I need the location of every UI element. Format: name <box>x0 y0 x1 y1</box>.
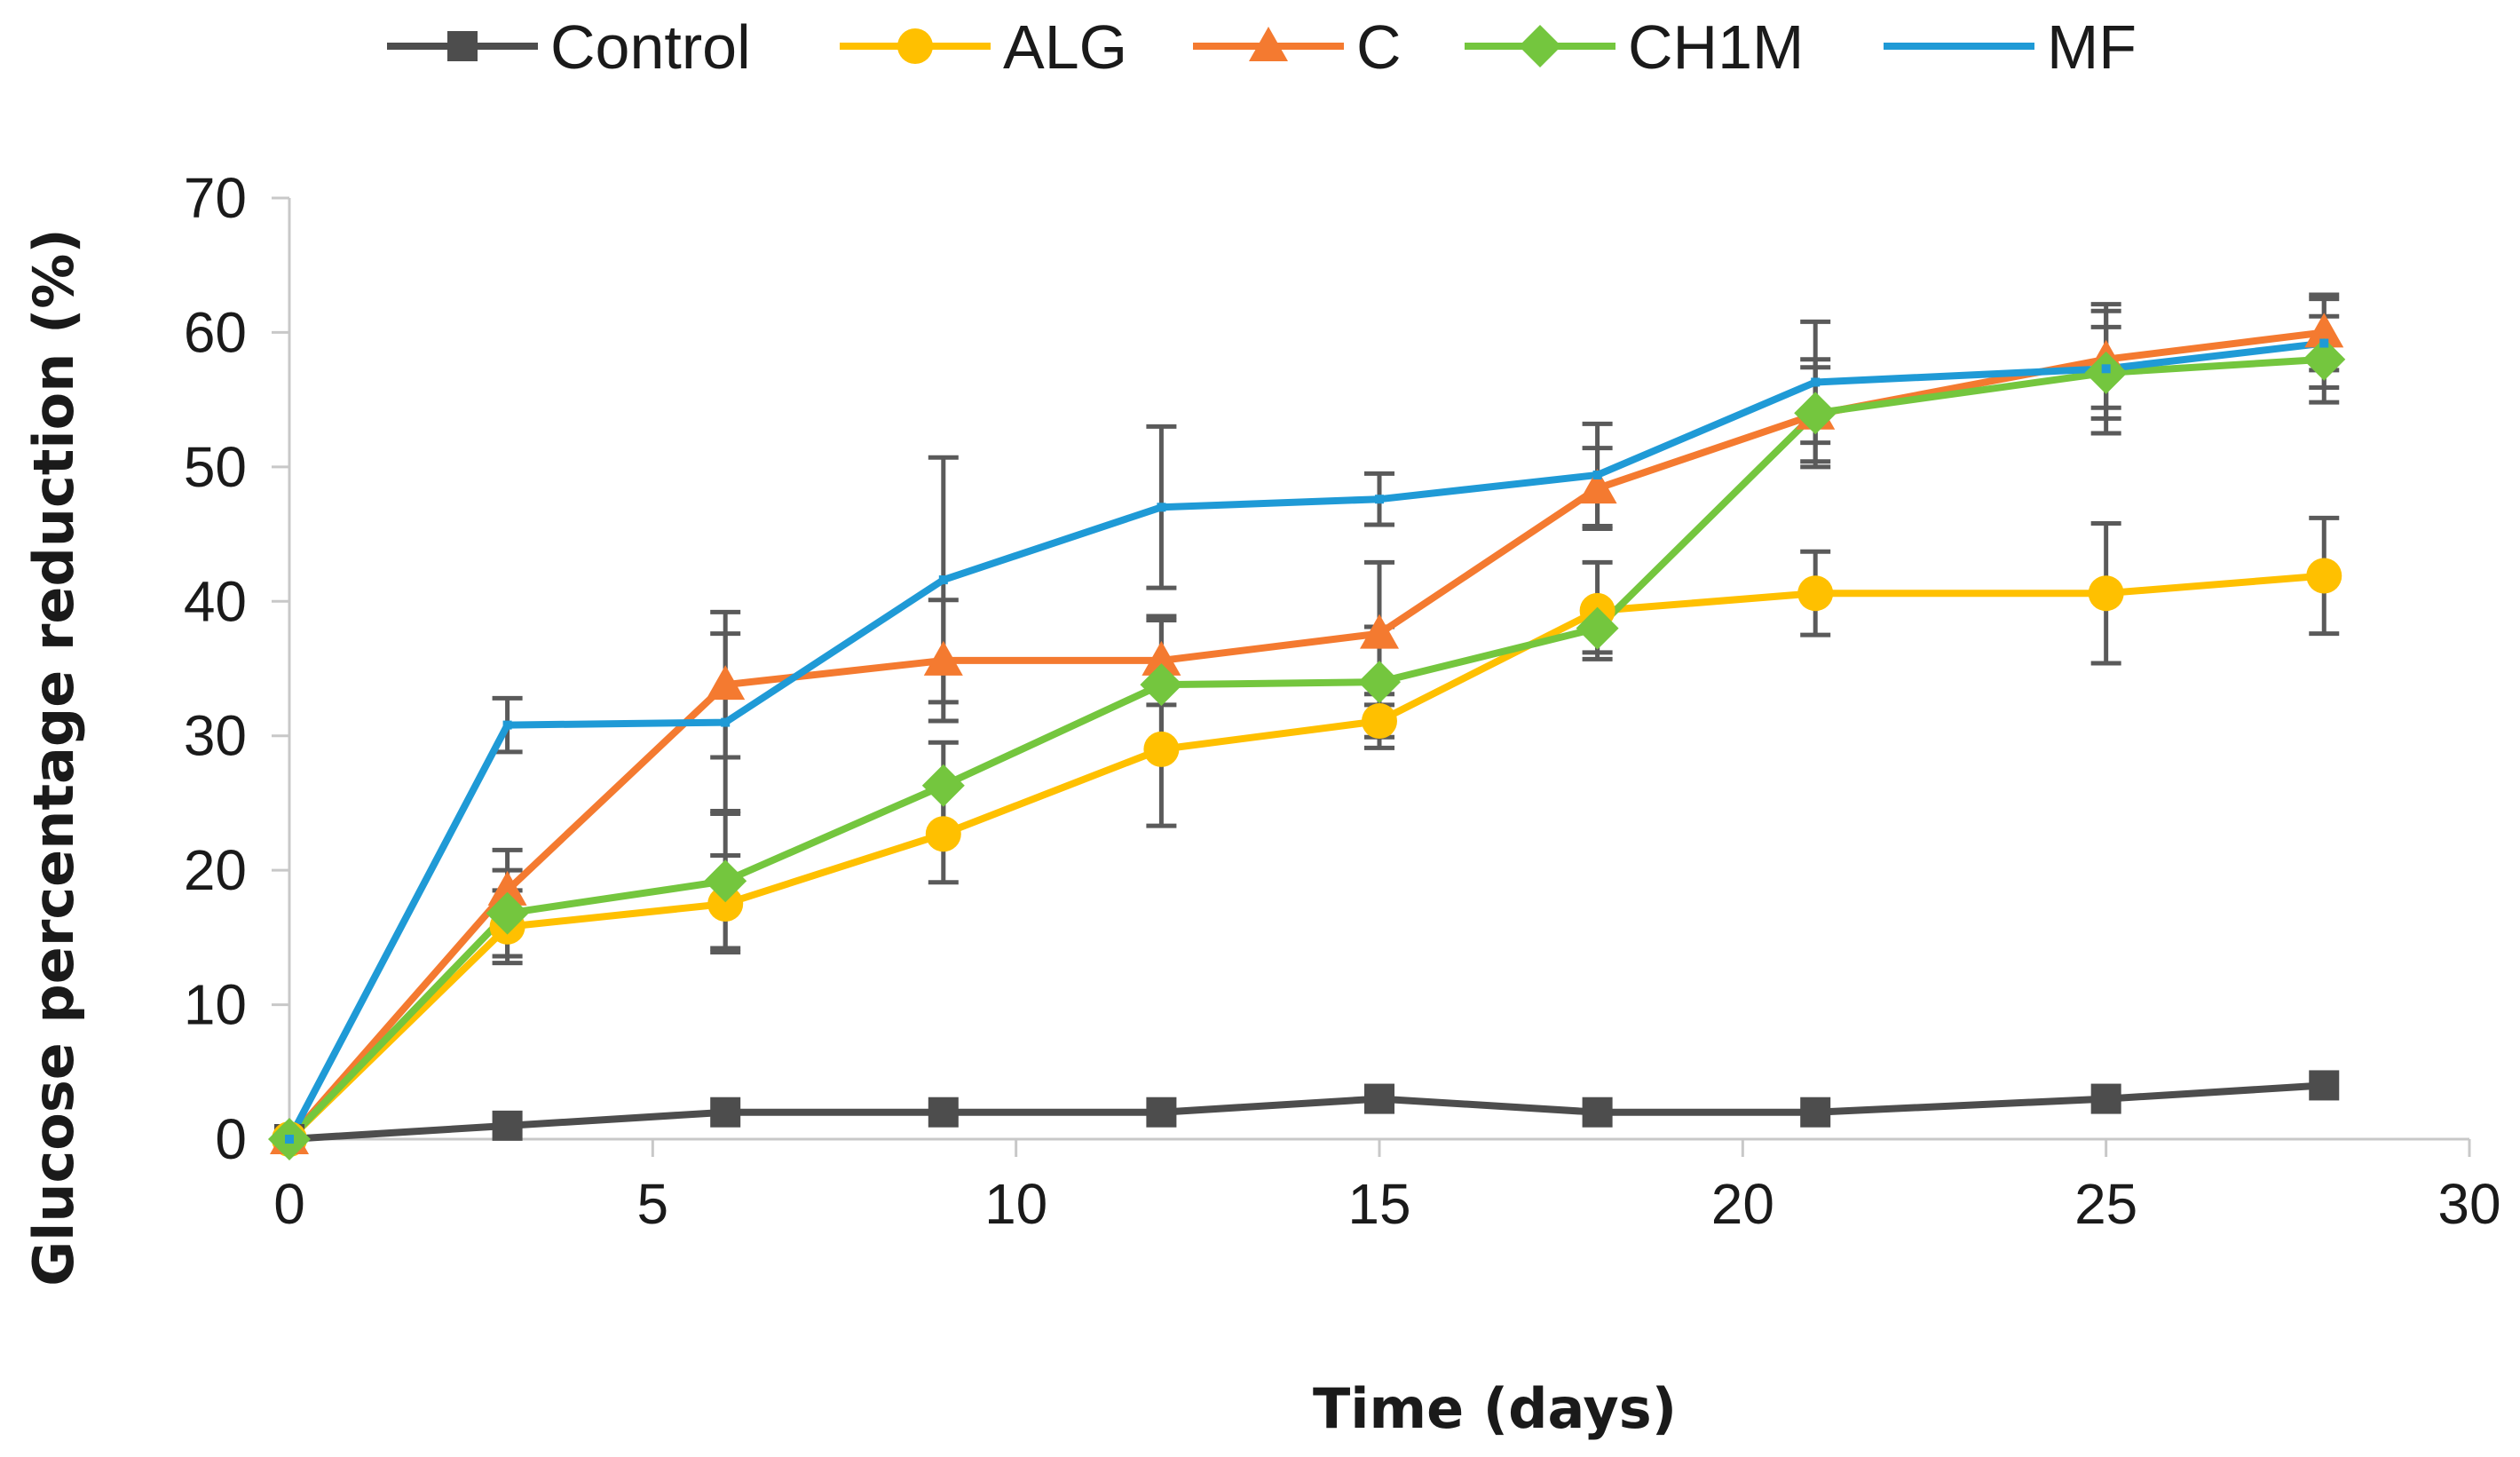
data-point-control <box>2309 1070 2340 1101</box>
legend-marker-alg <box>897 28 933 64</box>
data-point-ch1m <box>1794 392 1837 435</box>
data-point-alg <box>707 886 744 922</box>
data-point-mf <box>1592 470 1602 479</box>
x-tick-label: 5 <box>637 1172 669 1236</box>
data-point-alg <box>2306 558 2342 594</box>
axes: 0 10 20 30 40 50 60 70 0 5 10 15 20 25 30 <box>184 166 2501 1236</box>
y-tick-label: 30 <box>184 704 247 768</box>
x-tick-label: 15 <box>1347 1172 1410 1236</box>
data-point-c <box>2304 313 2344 348</box>
y-tick-label: 50 <box>184 435 247 499</box>
data-point-mf <box>1375 495 1384 504</box>
data-point-c <box>1577 469 1617 504</box>
x-tick-label: 10 <box>984 1172 1047 1236</box>
legend-item-control: Control <box>387 12 751 82</box>
series-line-c <box>286 329 2328 1143</box>
data-point-control <box>1582 1097 1613 1128</box>
data-point-control <box>1800 1097 1831 1128</box>
x-tick-label: 30 <box>2437 1172 2500 1236</box>
legend-item-mf: MF <box>1884 12 2137 82</box>
series-lines <box>286 329 2328 1143</box>
legend-label-mf: MF <box>2047 12 2137 82</box>
data-point-c <box>1360 614 1399 649</box>
legend-item-ch1m: CH1M <box>1465 12 1804 82</box>
y-tick-label: 10 <box>184 973 247 1037</box>
data-point-ch1m <box>1576 606 1619 650</box>
x-tick-label: 0 <box>273 1172 305 1236</box>
data-point-alg <box>1797 575 1834 612</box>
series-line-control <box>286 1081 2328 1143</box>
y-tick-label: 0 <box>215 1107 247 1171</box>
data-point-control <box>2090 1083 2121 1114</box>
data-point-ch1m <box>1140 663 1183 707</box>
series-line-ch1m <box>286 355 2328 1143</box>
legend-label-ch1m: CH1M <box>1628 12 1804 82</box>
y-tick-label: 70 <box>184 166 247 230</box>
data-point-mf <box>938 575 948 585</box>
data-point-mf <box>285 1135 294 1144</box>
data-point-c <box>487 870 527 906</box>
data-point-mf <box>721 717 731 727</box>
series-line-alg <box>286 572 2328 1143</box>
legend-label-alg: ALG <box>1003 12 1127 82</box>
x-tick-label: 20 <box>1711 1172 1774 1236</box>
x-tick-label: 25 <box>2074 1172 2137 1236</box>
data-point-mf <box>1811 377 1821 387</box>
data-point-ch1m <box>1358 661 1401 704</box>
legend-label-c: C <box>1356 12 1402 82</box>
data-point-mf <box>502 720 512 730</box>
legend-marker-c <box>1249 27 1288 61</box>
x-axis-title: Time (days) <box>1313 1376 1677 1441</box>
data-point-mf <box>2319 338 2329 348</box>
series-markers <box>268 313 2346 1160</box>
data-point-alg <box>925 816 961 852</box>
data-point-alg <box>2088 575 2124 612</box>
data-point-c <box>923 640 963 676</box>
data-point-control <box>492 1110 523 1141</box>
y-tick-label: 40 <box>184 569 247 633</box>
data-point-control <box>710 1097 741 1128</box>
data-point-mf <box>1157 503 1166 512</box>
series-line-mf <box>286 339 2328 1143</box>
data-point-c <box>706 665 746 701</box>
data-point-alg <box>1362 703 1397 740</box>
y-tick-label: 60 <box>184 300 247 364</box>
legend-marker-ch1m <box>1519 25 1561 67</box>
data-point-control <box>1364 1083 1394 1114</box>
legend-marker-control <box>447 31 478 61</box>
y-axis-title: Glucose percentage reduction (%) <box>21 228 86 1287</box>
data-point-ch1m <box>704 859 747 903</box>
legend-label-control: Control <box>550 12 751 82</box>
y-tick-label: 20 <box>184 838 247 902</box>
data-point-mf <box>2101 364 2111 374</box>
data-point-ch1m <box>486 891 529 935</box>
data-point-ch1m <box>2303 337 2346 381</box>
data-point-ch1m <box>921 764 965 807</box>
legend-item-c: C <box>1193 12 1402 82</box>
data-point-control <box>1146 1097 1177 1128</box>
data-point-c <box>1142 640 1181 676</box>
legend: Control ALG C CH1M MF <box>387 12 2137 82</box>
legend-item-alg: ALG <box>840 12 1127 82</box>
data-point-alg <box>1143 731 1180 767</box>
data-point-control <box>928 1097 959 1128</box>
